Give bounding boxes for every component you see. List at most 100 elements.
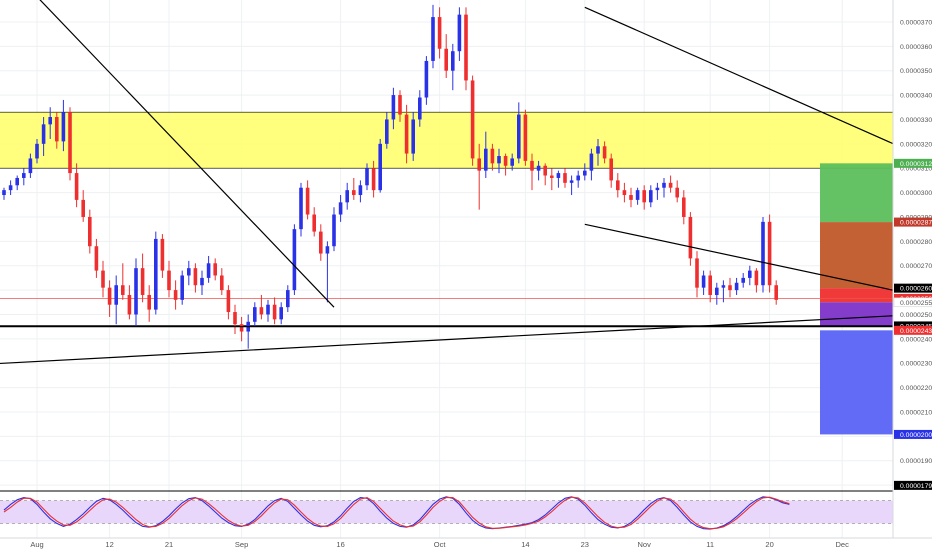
price-labels: 0.000031200.000028790.000026080.00002566…: [893, 158, 932, 490]
candle-body: [774, 285, 778, 300]
price-label-bg: [893, 297, 932, 308]
candle-body: [523, 114, 528, 161]
candle-body: [484, 148, 488, 171]
candle-body: [398, 95, 402, 115]
price-label: 0.00002608: [900, 286, 932, 293]
zone-entry: [820, 288, 893, 303]
candle-body: [279, 307, 283, 320]
stoch-panel: 100.000.00: [0, 490, 923, 536]
candle-body: [404, 114, 409, 154]
time-axis[interactable]: Aug1221Sep16Oct1423Nov1120Dec1620201322: [0, 537, 932, 549]
candles: [2, 4, 778, 349]
candle-body: [728, 285, 732, 291]
candle-body: [193, 268, 198, 286]
candle-body: [655, 187, 660, 191]
candle-body: [662, 182, 666, 188]
candle-body: [649, 190, 653, 203]
price-label-bg: [894, 283, 932, 293]
candle-body: [259, 307, 264, 315]
price-label-bg: [894, 158, 932, 168]
candle-body: [569, 180, 574, 183]
candle-body: [609, 158, 613, 181]
stoch-line-d: [3, 496, 790, 530]
time-tick-label: Aug: [30, 540, 43, 549]
time-tick-label: 16: [336, 540, 344, 549]
candle-body: [424, 60, 429, 98]
trendline: [39, 0, 335, 308]
candle-body: [682, 197, 686, 217]
candle-body: [596, 146, 600, 154]
candle-body: [312, 214, 316, 232]
candle-body: [121, 285, 125, 295]
price-label: 0.00002435: [900, 328, 932, 335]
candle-body: [286, 290, 290, 308]
candle-body: [127, 294, 132, 315]
candle-body: [695, 258, 699, 288]
candle-body: [761, 221, 765, 286]
candle-body: [444, 48, 448, 71]
candle-body: [563, 173, 567, 183]
candle-body: [15, 177, 19, 186]
price-label-bg: [894, 325, 932, 335]
candle-body: [688, 216, 693, 259]
time-tick-label: 11: [706, 540, 714, 549]
candle-body: [101, 270, 105, 288]
candle-body: [536, 165, 541, 171]
candle-body: [517, 114, 521, 159]
candle-body: [550, 175, 554, 178]
price-label: 0.00002879: [900, 220, 932, 227]
candle-body: [589, 153, 594, 171]
candle-body: [94, 246, 99, 271]
candle-body: [48, 117, 52, 125]
candle-body: [616, 180, 620, 191]
candle-body: [292, 229, 297, 291]
candle-body: [338, 202, 343, 215]
time-tick-label: 12: [105, 540, 113, 549]
candle-body: [622, 190, 627, 196]
candle-body: [497, 156, 501, 164]
candle-body: [8, 185, 13, 191]
candle-body: [754, 270, 759, 286]
time-tick-label: 23: [581, 540, 589, 549]
time-tick-label: 20: [765, 540, 773, 549]
candle-body: [708, 275, 712, 295]
candle-body: [365, 168, 369, 186]
candle-body: [451, 51, 455, 71]
candle-body: [767, 221, 772, 286]
candle-body: [55, 117, 59, 142]
candle-body: [140, 268, 145, 295]
candle-body: [490, 148, 495, 164]
candle-body: [233, 312, 237, 325]
candle-body: [134, 268, 138, 315]
candle-body: [220, 275, 224, 291]
candle-body: [510, 158, 514, 166]
candle-body: [741, 277, 745, 283]
candle-body: [28, 158, 33, 174]
candle-body: [345, 190, 349, 203]
candle-body: [675, 187, 679, 198]
trendline: [584, 223, 932, 300]
candle-body: [319, 231, 323, 254]
price-label-bg: [894, 217, 932, 227]
candle-body: [576, 175, 580, 181]
candle-body: [332, 214, 336, 247]
candle-body: [635, 190, 640, 200]
candle-body: [503, 156, 508, 166]
candle-body: [272, 304, 277, 320]
trendline: [584, 6, 932, 162]
zone-stop: [820, 330, 893, 435]
price-label: 0.00001799: [900, 483, 932, 490]
candle-body: [253, 307, 257, 322]
candle-body: [352, 190, 356, 196]
candle-body: [68, 112, 72, 174]
